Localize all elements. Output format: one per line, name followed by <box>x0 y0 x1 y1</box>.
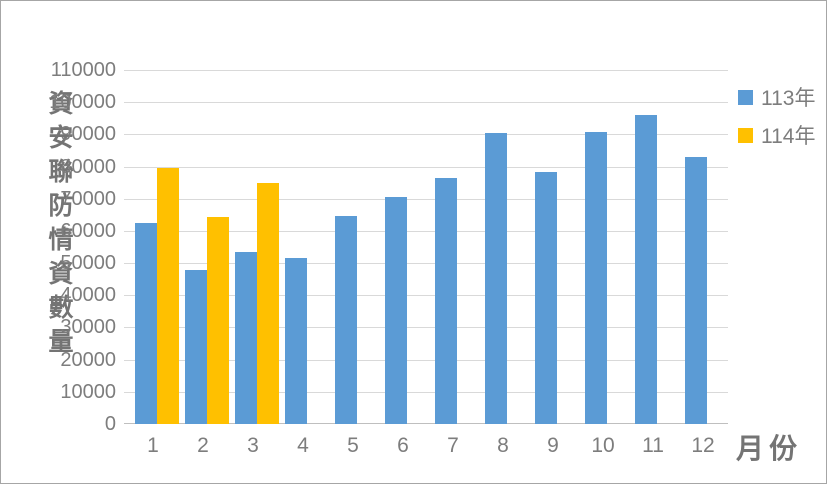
y-tick-label: 0 <box>104 413 116 435</box>
legend-item-114: 114年 <box>738 120 815 150</box>
x-axis-title: 月份 <box>736 433 803 464</box>
bar <box>157 168 179 424</box>
gridline <box>124 166 728 168</box>
legend-label-114: 114年 <box>761 125 816 148</box>
bar <box>435 178 457 424</box>
y-tick-label: 110000 <box>50 59 116 81</box>
gridline <box>124 359 728 361</box>
legend-swatch-114 <box>738 127 753 143</box>
bar <box>535 172 557 424</box>
x-tick-label: 6 <box>397 434 409 457</box>
bar <box>235 252 257 424</box>
gridline <box>124 391 728 393</box>
gridline <box>124 327 728 329</box>
bar <box>635 114 657 424</box>
gridline <box>124 102 728 104</box>
gridline <box>124 230 728 232</box>
y-axis-title: 資安聯防情資數量 <box>48 90 74 356</box>
y-tick-label: 70000 <box>60 187 116 210</box>
x-tick-label: 9 <box>547 434 559 457</box>
y-tick-label: 100000 <box>49 91 116 114</box>
x-tick-label: 10 <box>591 434 615 457</box>
x-axis-line <box>124 423 728 424</box>
x-tick-label: 4 <box>297 434 309 457</box>
legend-item-113: 113年 <box>738 82 815 112</box>
bar <box>385 196 407 424</box>
bar <box>135 222 157 424</box>
x-tick-label: 2 <box>197 434 209 457</box>
gridline <box>124 70 728 71</box>
x-tick-label: 8 <box>497 434 509 457</box>
y-tick-label: 40000 <box>60 284 116 307</box>
gridline <box>124 134 728 136</box>
y-tick-label: 20000 <box>60 348 116 371</box>
y-tick-label: 60000 <box>60 219 116 242</box>
bar <box>685 156 707 424</box>
bar <box>257 182 279 424</box>
legend: 113年 114年 <box>738 82 815 150</box>
gridline <box>124 295 728 297</box>
bar <box>185 270 207 424</box>
x-tick-label: 3 <box>247 434 259 457</box>
bar <box>585 132 607 424</box>
gridline <box>124 263 728 265</box>
x-tick-label: 11 <box>642 434 664 457</box>
bar <box>485 133 507 424</box>
y-tick-label: 80000 <box>60 155 116 178</box>
x-tick-label: 7 <box>447 434 459 457</box>
gridline <box>124 198 728 200</box>
x-tick-label: 12 <box>691 434 715 457</box>
legend-label-113: 113年 <box>761 87 816 110</box>
plot-area <box>124 70 728 424</box>
x-tick-label: 5 <box>347 434 359 457</box>
y-tick-label: 90000 <box>60 123 116 146</box>
legend-swatch-113 <box>738 89 753 105</box>
y-tick-label: 50000 <box>60 252 116 275</box>
y-tick-label: 30000 <box>60 316 116 339</box>
x-tick-label: 1 <box>147 434 159 457</box>
bar <box>207 217 229 424</box>
bar <box>335 215 357 424</box>
bar <box>285 258 307 424</box>
y-tick-label: 10000 <box>60 380 116 403</box>
